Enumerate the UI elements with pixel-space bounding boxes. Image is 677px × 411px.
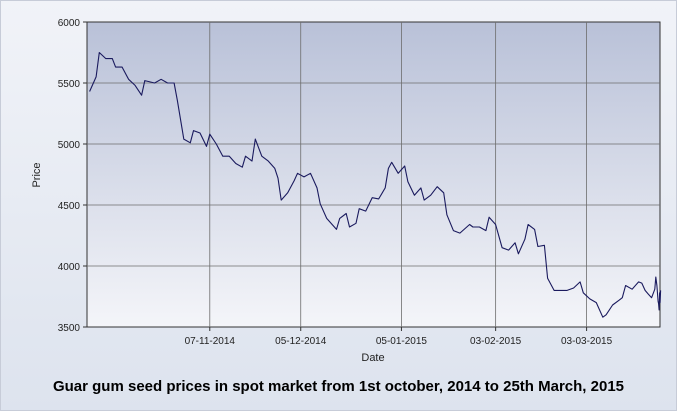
y-tick-label: 5000: [58, 140, 81, 151]
y-tick-label: 5500: [58, 79, 81, 90]
y-axis-title: Price: [31, 162, 43, 187]
y-tick-label: 3500: [58, 323, 81, 334]
x-tick-label: 07-11-2014: [185, 336, 236, 347]
x-tick-label: 05-01-2015: [376, 336, 428, 347]
x-tick-label: 03-03-2015: [561, 336, 613, 347]
x-axis-title: Date: [361, 352, 384, 364]
price-series-line: [89, 51, 662, 318]
y-tick-label: 4500: [58, 201, 81, 212]
y-tick-label: 4000: [58, 262, 81, 273]
price-line-chart: 3500 4000 4500 5000 5500 6000 07-11-2014 05-12…: [31, 18, 662, 364]
plot-area: [86, 21, 661, 328]
chart-caption: Guar gum seed prices in spot market from…: [52, 378, 625, 395]
y-tick-label: 6000: [58, 18, 81, 29]
x-tick-label: 03-02-2015: [470, 336, 522, 347]
x-tick-label: 05-12-2014: [275, 336, 327, 347]
